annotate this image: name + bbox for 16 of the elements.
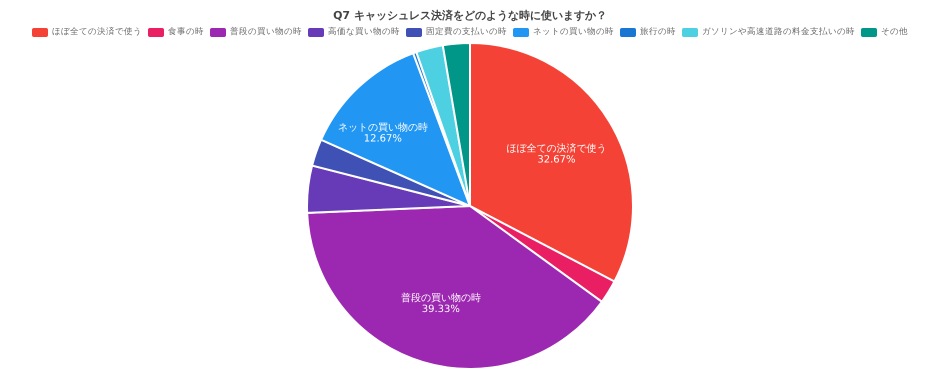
legend-label: ガソリンや高速道路の料金支払いの時	[702, 26, 855, 38]
data-label: 32.67%	[537, 154, 576, 166]
slice-label: ネットの買い物の時	[338, 121, 428, 134]
legend-label: 高価な買い物の時	[328, 26, 400, 38]
legend-label: 食事の時	[168, 26, 204, 38]
legend-label: その他	[881, 26, 908, 38]
legend-label: ネットの買い物の時	[533, 26, 614, 38]
chart-title: Q7 キャッシュレス決済をどのような時に使いますか？	[332, 8, 608, 22]
slice-label: ほぼ全ての決済で使う	[506, 142, 606, 155]
legend-label: 旅行の時	[640, 26, 676, 38]
slice-label: 普段の買い物の時	[400, 292, 481, 304]
legend-label: 普段の買い物の時	[230, 26, 302, 38]
legend-label: 固定費の支払いの時	[426, 26, 507, 38]
data-label: 39.33%	[422, 304, 460, 315]
legend-label: ほぼ全ての決済で使う	[52, 26, 142, 38]
data-label: 12.67%	[364, 133, 402, 144]
